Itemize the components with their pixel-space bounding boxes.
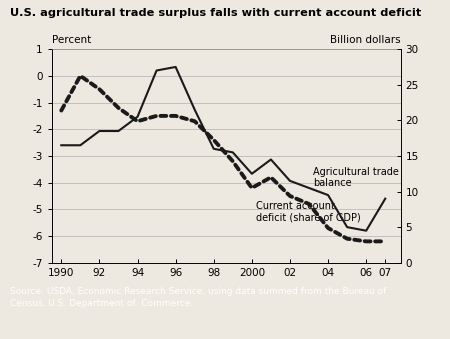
Text: Source: USDA, Economic Research Service, using data summed from the Bureau of
Ce: Source: USDA, Economic Research Service,… [10, 287, 386, 308]
Text: Percent: Percent [52, 35, 91, 45]
Text: Billion dollars: Billion dollars [330, 35, 400, 45]
Text: U.S. agricultural trade surplus falls with current account deficit: U.S. agricultural trade surplus falls wi… [10, 8, 421, 18]
Text: Current account
deficit (share of GDP): Current account deficit (share of GDP) [256, 201, 360, 223]
Text: Agricultural trade
balance: Agricultural trade balance [313, 167, 399, 188]
